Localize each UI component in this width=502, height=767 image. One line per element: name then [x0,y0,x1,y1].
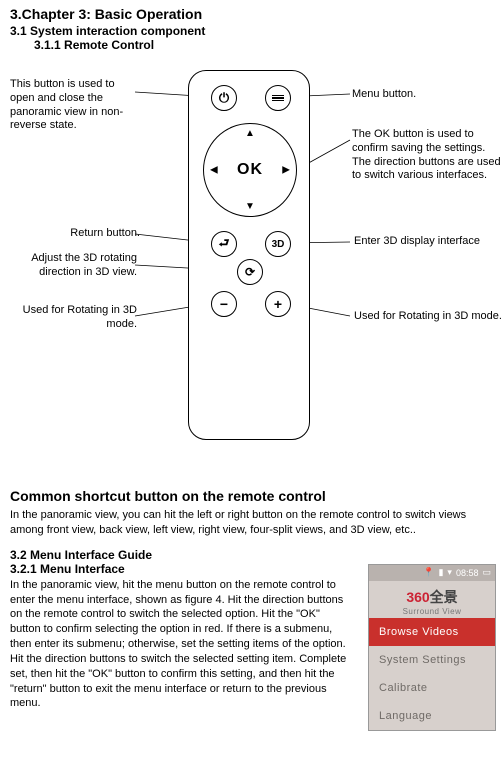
phone-logo: 360全景 Surround View [369,581,495,618]
logo-360: 360 [406,589,429,605]
callout-panoramic: This button is used to open and close th… [10,78,140,133]
rotate-button[interactable]: ⟳ [237,259,263,285]
battery-icon: ▭ [482,567,491,578]
menu-interface-paragraph: In the panoramic view, hit the menu butt… [10,578,352,712]
remote-body: ⏻ OK ▲ ▼ ◀ ▶ ⮐ 3D ⟳ − + [188,70,310,440]
dpad-down-icon: ▼ [245,201,255,212]
callout-menu: Menu button. [352,88,492,102]
phone-status-bar: 📍 ▮ ▾ 08:58 ▭ [369,565,495,581]
phone-menu-language[interactable]: Language [369,702,495,730]
phone-screenshot: 📍 ▮ ▾ 08:58 ▭ 360全景 Surround View Browse… [368,564,496,731]
section-3-1-heading: 3.1 System interaction component [10,24,502,38]
bluetooth-icon: ▮ [438,567,443,578]
callout-enter-3d: Enter 3D display interface [354,235,502,249]
phone-menu-browse[interactable]: Browse Videos [369,618,495,646]
section-3-1-1-heading: 3.1.1 Remote Control [34,38,502,52]
callout-ok: The OK button is used to confirm saving … [352,128,502,183]
logo-cn: 全景 [430,589,458,605]
dpad-up-icon: ▲ [245,128,255,139]
dpad[interactable]: OK ▲ ▼ ◀ ▶ [203,123,297,217]
section-3-2-1-heading: 3.2.1 Menu Interface [10,562,352,576]
dpad-right-icon: ▶ [282,165,290,176]
menu-icon [272,95,284,102]
wifi-icon: ▾ [447,567,452,578]
three-d-button[interactable]: 3D [265,231,291,257]
callout-return: Return button. [60,227,140,241]
power-button[interactable]: ⏻ [211,85,237,111]
logo-sub: Surround View [369,607,495,616]
callout-adjust-3d: Adjust the 3D rotating direction in 3D v… [22,252,137,280]
callout-plus: Used for Rotating in 3D mode. [354,310,502,324]
dpad-left-icon: ◀ [210,165,218,176]
status-time: 08:58 [456,568,479,578]
remote-diagram: This button is used to open and close th… [0,70,502,460]
minus-button[interactable]: − [211,291,237,317]
ok-button-label: OK [237,161,263,179]
return-button[interactable]: ⮐ [211,231,237,257]
common-shortcut-heading: Common shortcut button on the remote con… [10,488,492,504]
callout-minus: Used for Rotating in 3D mode. [22,304,137,332]
chapter-heading: 3.Chapter 3: Basic Operation [10,6,502,22]
section-3-2-heading: 3.2 Menu Interface Guide [10,548,492,562]
phone-menu-settings[interactable]: System Settings [369,646,495,674]
plus-button[interactable]: + [265,291,291,317]
common-shortcut-paragraph: In the panoramic view, you can hit the l… [10,508,492,538]
phone-menu-calibrate[interactable]: Calibrate [369,674,495,702]
gps-icon: 📍 [423,567,434,578]
menu-button[interactable] [265,85,291,111]
